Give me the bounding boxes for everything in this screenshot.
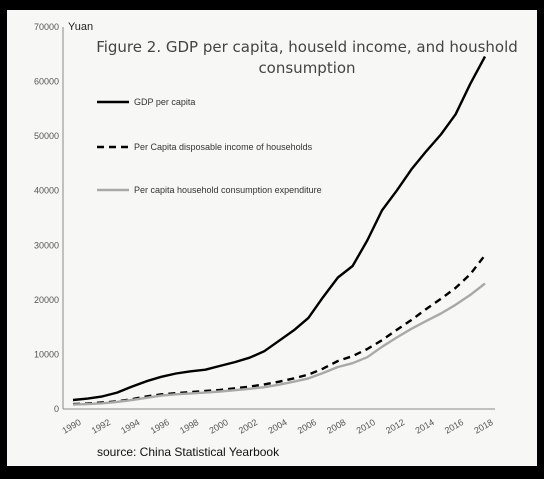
- series-line-gdp-per-capita: [72, 55, 487, 402]
- x-tick-label: 1992: [90, 417, 112, 436]
- series-line-per-capita-disposable-income-of-households: [72, 254, 486, 406]
- y-tick-label: 10000: [34, 349, 59, 359]
- line-chart: Yuan Figure 2. GDP per capita, houseld i…: [34, 21, 518, 459]
- x-tick-label: 1998: [178, 417, 200, 436]
- chart-frame: Yuan Figure 2. GDP per capita, houseld i…: [7, 10, 537, 466]
- x-tick-label: 2008: [325, 417, 347, 436]
- x-tick-label: 2012: [384, 417, 406, 436]
- x-tick-label: 2004: [266, 417, 288, 436]
- y-tick-label: 30000: [34, 240, 59, 250]
- y-tick-label: 60000: [34, 77, 59, 87]
- x-tick-label: 2000: [207, 417, 229, 436]
- x-tick-label: 1990: [60, 417, 82, 436]
- y-tick-label: 50000: [34, 131, 59, 141]
- y-tick-label: 20000: [34, 295, 59, 305]
- chart-source-note: source: China Statistical Yearbook: [97, 445, 280, 459]
- y-tick-label: 40000: [34, 186, 59, 196]
- y-axis-unit-label: Yuan: [68, 21, 93, 33]
- legend-label-consumption-expenditure: Per capita household consumption expendi…: [134, 185, 322, 195]
- y-tick-label: 0: [54, 404, 59, 414]
- x-tick-label: 2018: [472, 417, 494, 436]
- x-tick-label: 2002: [237, 417, 259, 436]
- x-tick-label: 2016: [443, 417, 465, 436]
- x-tick-label: 2010: [355, 417, 377, 436]
- y-tick-label: 70000: [34, 22, 59, 32]
- legend-label-disposable-income: Per Capita disposable income of househol…: [134, 142, 313, 152]
- legend-label-gdp-per-capita: GDP per capita: [134, 97, 195, 107]
- x-tick-label: 1996: [149, 417, 171, 436]
- x-tick-label: 2006: [296, 417, 318, 436]
- series-line-per-capita-household-consumption-expenditure: [72, 282, 486, 406]
- x-tick-label: 1994: [119, 417, 141, 436]
- x-tick-label: 2014: [413, 417, 435, 436]
- chart-legend: GDP per capita Per Capita disposable inc…: [97, 97, 322, 195]
- chart-title-line-1: Figure 2. GDP per capita, houseld income…: [96, 38, 518, 56]
- chart-title-line-2: consumption: [258, 59, 355, 77]
